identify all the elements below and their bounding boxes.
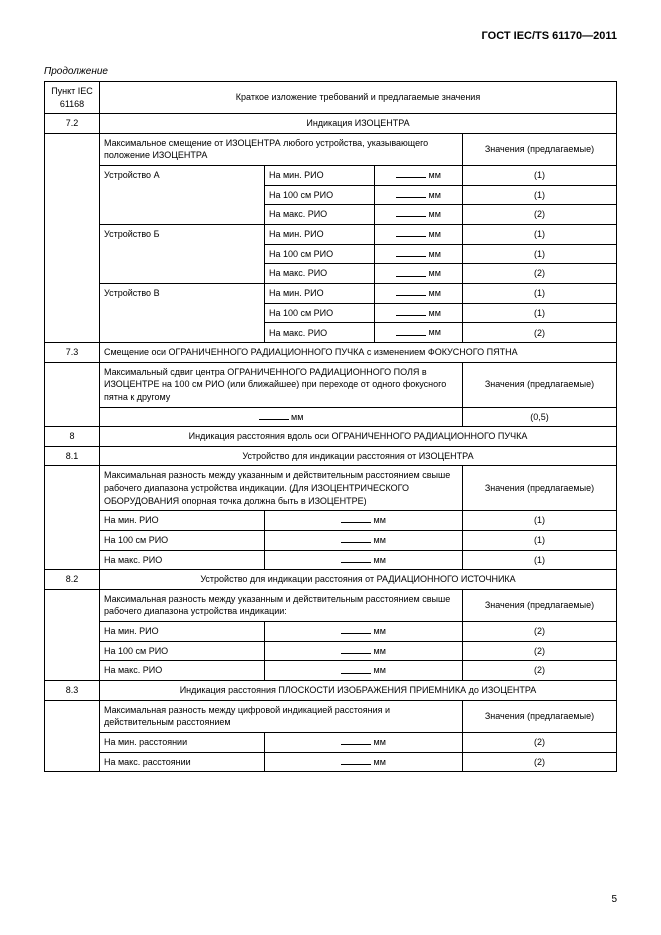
section-7-2-num: 7.2 — [45, 114, 100, 134]
section-8-3-desc: Максимальная разность между цифровой инд… — [99, 700, 462, 732]
cond-cell: На макс. РИО — [264, 323, 374, 343]
header-col-req: Краткое изложение требований и предлагае… — [99, 82, 616, 114]
value-cell: (2) — [462, 622, 616, 642]
document-page: ГОСТ IEC/TS 61170—2011 Продолжение Пункт… — [0, 0, 661, 935]
value-cell: (1) — [462, 511, 616, 531]
section-8-2-desc: Максимальная разность между указанным и … — [99, 589, 462, 621]
value-cell: (1) — [462, 244, 616, 264]
mm-cell: мм — [264, 550, 462, 570]
section-8-2-num: 8.2 — [45, 570, 100, 590]
continuation-label: Продолжение — [44, 66, 617, 77]
mm-cell: мм — [374, 165, 462, 185]
suggested-values: Значения (предлагаемые) — [462, 589, 616, 621]
section-7-2-title: Индикация ИЗОЦЕНТРА — [99, 114, 616, 134]
cond-cell: На мин. расстоянии — [99, 732, 264, 752]
suggested-values: Значения (предлагаемые) — [462, 133, 616, 165]
section-8-2-title: Устройство для индикации расстояния от Р… — [99, 570, 616, 590]
value-cell: (2) — [462, 732, 616, 752]
value-cell: (1) — [462, 530, 616, 550]
value-cell: (2) — [462, 323, 616, 343]
mm-cell: мм — [264, 732, 462, 752]
header-col-punkt: Пункт IEC 61168 — [45, 82, 100, 114]
cond-cell: На мин. РИО — [264, 284, 374, 304]
mm-cell: мм — [374, 284, 462, 304]
value-cell: (1) — [462, 284, 616, 304]
mm-cell: мм — [264, 752, 462, 772]
cond-cell: На мин. РИО — [264, 165, 374, 185]
mm-cell: мм — [264, 661, 462, 681]
mm-cell: мм — [374, 244, 462, 264]
section-8-3-num: 8.3 — [45, 681, 100, 701]
cond-cell: На мин. РИО — [99, 511, 264, 531]
section-7-3-title: Смещение оси ОГРАНИЧЕННОГО РАДИАЦИОННОГО… — [99, 343, 616, 363]
device-c-label: Устройство В — [99, 284, 264, 343]
section-8-3-title: Индикация расстояния ПЛОСКОСТИ ИЗОБРАЖЕН… — [99, 681, 616, 701]
mm-cell: мм — [374, 185, 462, 205]
section-7-3-num: 7.3 — [45, 343, 100, 363]
page-number: 5 — [611, 894, 617, 905]
mm-cell: мм — [264, 622, 462, 642]
value-cell: (2) — [462, 641, 616, 661]
mm-cell: мм — [374, 205, 462, 225]
mm-cell: мм — [374, 225, 462, 245]
section-8-1-title: Устройство для индикации расстояния от И… — [99, 446, 616, 466]
value-cell: (1) — [462, 165, 616, 185]
device-b-label: Устройство Б — [99, 225, 264, 284]
value-cell: (0,5) — [462, 407, 616, 427]
cond-cell: На макс. РИО — [99, 550, 264, 570]
value-cell: (1) — [462, 550, 616, 570]
section-8-1-num: 8.1 — [45, 446, 100, 466]
cond-cell: На 100 см РИО — [264, 303, 374, 323]
cond-cell: На 100 см РИО — [99, 530, 264, 550]
standard-id: ГОСТ IEC/TS 61170—2011 — [44, 30, 617, 42]
section-8-title: Индикация расстояния вдоль оси ОГРАНИЧЕН… — [99, 427, 616, 447]
value-cell: (1) — [462, 303, 616, 323]
cond-cell: На 100 см РИО — [99, 641, 264, 661]
section-7-3-desc: Максимальный сдвиг центра ОГРАНИЧЕННОГО … — [99, 362, 462, 407]
suggested-values: Значения (предлагаемые) — [462, 362, 616, 407]
suggested-values: Значения (предлагаемые) — [462, 466, 616, 511]
mm-cell: мм — [264, 511, 462, 531]
cond-cell: На макс. расстоянии — [99, 752, 264, 772]
cond-cell: На макс. РИО — [99, 661, 264, 681]
value-cell: (1) — [462, 225, 616, 245]
suggested-values: Значения (предлагаемые) — [462, 700, 616, 732]
mm-cell: мм — [99, 407, 462, 427]
cond-cell: На мин. РИО — [264, 225, 374, 245]
value-cell: (1) — [462, 185, 616, 205]
section-7-2-desc: Максимальное смещение от ИЗОЦЕНТРА любог… — [99, 133, 462, 165]
value-cell: (2) — [462, 752, 616, 772]
requirements-table: Пункт IEC 61168 Краткое изложение требов… — [44, 81, 617, 772]
mm-cell: мм — [374, 264, 462, 284]
value-cell: (2) — [462, 661, 616, 681]
section-8-1-desc: Максимальная разность между указанным и … — [99, 466, 462, 511]
value-cell: (2) — [462, 205, 616, 225]
cond-cell: На 100 см РИО — [264, 185, 374, 205]
cond-cell: На макс. РИО — [264, 264, 374, 284]
value-cell: (2) — [462, 264, 616, 284]
mm-cell: мм — [374, 303, 462, 323]
device-a-label: Устройство А — [99, 165, 264, 224]
mm-cell: мм — [374, 323, 462, 343]
cond-cell: На макс. РИО — [264, 205, 374, 225]
mm-cell: мм — [264, 641, 462, 661]
cond-cell: На мин. РИО — [99, 622, 264, 642]
cond-cell: На 100 см РИО — [264, 244, 374, 264]
section-8-num: 8 — [45, 427, 100, 447]
mm-cell: мм — [264, 530, 462, 550]
